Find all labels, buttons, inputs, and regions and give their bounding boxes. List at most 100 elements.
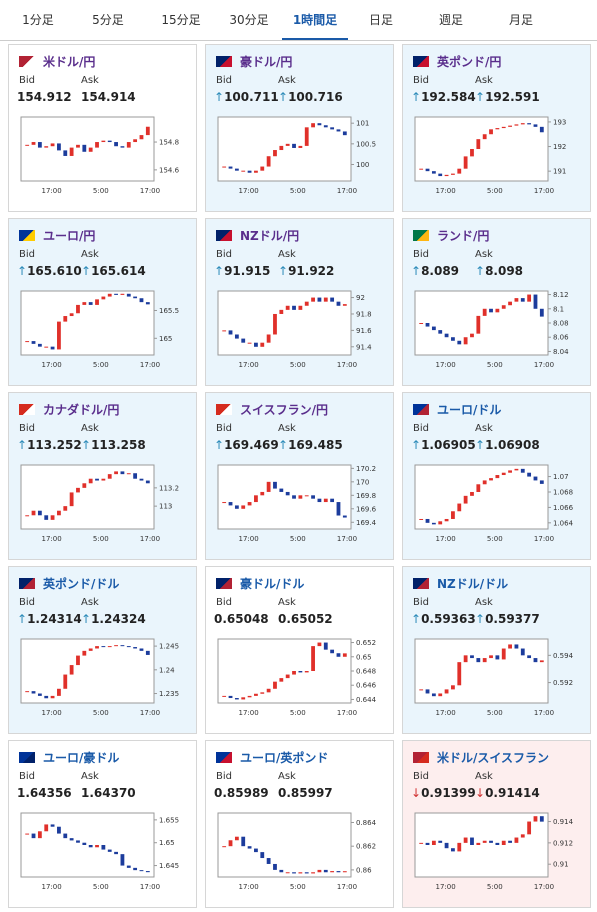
tab[interactable]: 5分足	[92, 13, 124, 27]
candle	[107, 293, 112, 297]
candle	[482, 658, 487, 663]
pair-name[interactable]: 豪ドル/円	[240, 55, 293, 69]
rate-card: 米ドル/スイスフラン Bid Ask ↓0.91399 ↓0.91414 0.914 0.9…	[402, 740, 591, 908]
candle	[489, 478, 493, 481]
trend-arrow: ↑	[278, 438, 289, 452]
candle	[63, 674, 68, 689]
flag	[413, 578, 429, 589]
pair-name[interactable]: ユーロ/豪ドル	[43, 751, 120, 765]
candle	[444, 689, 449, 694]
trend-arrow: ↑	[475, 438, 486, 452]
pair-name[interactable]: NZドル/円	[240, 229, 300, 243]
candle	[63, 150, 68, 156]
x-tick-label: 5:00	[487, 709, 503, 717]
candle	[82, 650, 87, 656]
candle	[425, 518, 430, 523]
candle	[69, 838, 74, 841]
candle	[501, 840, 506, 845]
pair-name[interactable]: ランド/円	[437, 229, 490, 243]
candle	[457, 340, 462, 345]
candle	[273, 313, 277, 335]
candle	[31, 691, 36, 694]
candle	[330, 649, 335, 654]
tab[interactable]: 月足	[508, 13, 533, 27]
pair-name[interactable]: 米ドル/円	[43, 55, 96, 69]
y-tick-label: 100.5	[356, 140, 376, 148]
candle	[247, 695, 252, 698]
mini-chart: 170.2 170 169.8 169.6 169.4 17:00 5:00 17:00	[217, 464, 377, 543]
candle	[126, 646, 131, 648]
candle	[539, 480, 544, 484]
candle	[254, 342, 258, 347]
candle	[25, 691, 30, 693]
tab[interactable]: 週足	[438, 13, 463, 27]
candle	[470, 655, 474, 659]
y-tick-label: 154.8	[159, 139, 179, 147]
candle	[317, 123, 322, 126]
candle	[126, 473, 131, 475]
x-tick-label: 5:00	[290, 535, 306, 543]
candle	[527, 821, 532, 835]
candle	[495, 655, 500, 660]
pair-name[interactable]: 豪ドル/ドル	[240, 577, 305, 591]
plot-frame	[20, 290, 155, 356]
ask-value: ↑192.591	[475, 90, 540, 104]
bid-value: ↑8.089	[411, 264, 459, 278]
candle	[520, 648, 525, 656]
x-tick-label: 17:00	[238, 709, 258, 717]
tab[interactable]: 1時間足	[282, 0, 348, 40]
pair-name[interactable]: ユーロ/ドル	[437, 403, 502, 417]
y-tick-label: 170	[356, 478, 369, 486]
candle	[69, 665, 74, 675]
pair-name[interactable]: ユーロ/英ポンド	[240, 751, 329, 765]
pair-name[interactable]: NZドル/ドル	[437, 577, 509, 591]
y-tick-label: 113.2	[159, 484, 179, 492]
pair-name[interactable]: 米ドル/スイスフラン	[437, 751, 550, 765]
tab[interactable]: 15分足	[161, 13, 201, 27]
tab[interactable]: 日足	[368, 13, 393, 27]
tab[interactable]: 30分足	[229, 13, 269, 27]
pair-name[interactable]: スイスフラン/円	[240, 403, 329, 417]
candle	[76, 144, 80, 148]
flag	[216, 404, 232, 415]
y-tick-label: 101	[356, 120, 369, 128]
candle	[431, 840, 436, 845]
candle	[120, 293, 125, 295]
candle	[37, 142, 42, 148]
flag	[19, 752, 35, 763]
tab[interactable]: 1分足	[22, 13, 54, 27]
flag	[413, 404, 429, 415]
pair-name[interactable]: ユーロ/円	[43, 229, 96, 243]
pair-name[interactable]: 英ポンド/ドル	[43, 577, 120, 591]
candle	[254, 693, 258, 696]
x-tick-label: 5:00	[93, 535, 109, 543]
ask-price: 113.258	[91, 438, 146, 452]
y-tick-label: 8.08	[553, 320, 569, 328]
candle	[88, 302, 93, 305]
candle	[260, 692, 265, 694]
x-tick-label: 17:00	[435, 535, 455, 543]
candle	[508, 644, 512, 649]
y-tick-label: 1.064	[553, 519, 574, 527]
ask-label: Ask	[278, 249, 296, 260]
y-tick-label: 0.644	[356, 696, 377, 704]
candle	[470, 837, 474, 845]
candle	[304, 872, 309, 874]
x-tick-label: 5:00	[487, 883, 503, 891]
y-tick-label: 1.235	[159, 690, 179, 698]
candle	[37, 693, 42, 696]
candle	[266, 688, 271, 693]
rate-card: 豪ドル/ドル Bid Ask 0.65048 0.65052 0.652 0.65 0.648…	[205, 566, 394, 734]
pair-name[interactable]: カナダドル/円	[43, 403, 120, 417]
candle	[444, 842, 449, 849]
candle	[139, 648, 144, 651]
bid-value: ↑91.915	[214, 264, 270, 278]
bid-value: ↑1.06905	[411, 438, 476, 452]
candle	[470, 149, 474, 157]
candle	[292, 143, 296, 148]
candle	[260, 852, 265, 859]
candle	[139, 298, 144, 303]
pair-name[interactable]: 英ポンド/円	[437, 55, 502, 69]
y-tick-label: 91.4	[356, 343, 372, 351]
x-tick-label: 17:00	[337, 535, 357, 543]
